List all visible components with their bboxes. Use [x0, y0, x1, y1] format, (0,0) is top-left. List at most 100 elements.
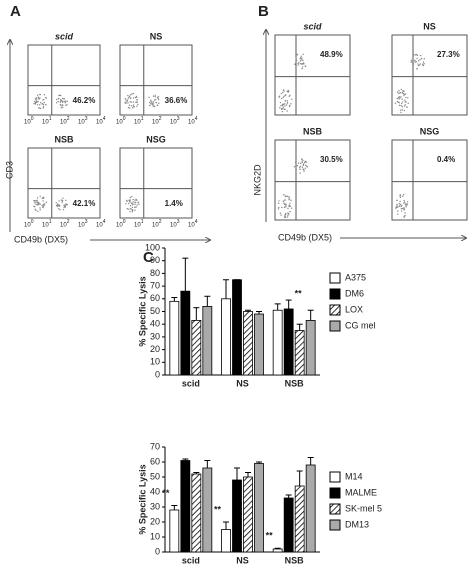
tick-exponent: 2 — [159, 219, 162, 225]
event-dot — [406, 201, 409, 203]
event-dot — [134, 209, 136, 211]
event-dot — [131, 206, 134, 209]
event-dot — [288, 105, 291, 108]
bar — [232, 479, 242, 553]
event-dot — [129, 210, 131, 213]
event-dot — [42, 206, 44, 208]
event-dot — [284, 199, 286, 202]
tick-label: 102 — [152, 116, 162, 125]
event-dot — [279, 101, 282, 104]
bar — [221, 529, 231, 553]
event-dot — [283, 95, 285, 98]
annotation: ** — [162, 488, 170, 498]
event-dot — [281, 206, 283, 209]
event-dot — [282, 200, 285, 202]
event-dot — [405, 203, 407, 205]
event-dot — [299, 60, 302, 62]
event-dot — [157, 98, 160, 101]
event-dot — [401, 109, 404, 111]
event-dot — [290, 207, 293, 209]
bar — [254, 463, 264, 553]
event-dot — [43, 101, 45, 104]
event-dot — [303, 169, 305, 171]
event-dot — [60, 98, 62, 101]
event-dot — [404, 99, 406, 101]
legend-swatch — [329, 471, 341, 483]
event-dot — [39, 97, 41, 99]
event-dot — [301, 58, 303, 60]
tick-label: 100 — [116, 116, 126, 125]
event-dot — [134, 203, 136, 206]
event-dot — [131, 107, 134, 109]
event-dot — [58, 208, 60, 210]
bar — [221, 298, 231, 376]
event-dot — [398, 92, 401, 94]
percent-label: 0.4% — [437, 155, 455, 164]
event-dot — [422, 61, 425, 63]
event-dot — [302, 59, 304, 62]
event-dot — [398, 96, 401, 98]
event-dot — [55, 102, 58, 104]
event-dot — [34, 201, 36, 203]
tick-exponent: 0 — [31, 116, 34, 122]
legend-label: DM13 — [345, 519, 369, 529]
event-dot — [43, 94, 46, 96]
event-dot — [150, 100, 152, 103]
y-axis-label: % Specific Lysis — [137, 276, 147, 346]
event-dot — [131, 202, 133, 204]
event-dot — [420, 57, 423, 60]
tick-exponent: 1 — [141, 219, 144, 225]
tick-exponent: 2 — [159, 116, 162, 122]
event-dot — [301, 67, 303, 70]
x-axis-label: CD49b (DX5) — [14, 234, 68, 244]
bar — [283, 308, 294, 376]
event-dot — [129, 107, 131, 109]
event-dot — [34, 199, 36, 202]
event-dot — [132, 92, 135, 95]
event-dot — [58, 205, 61, 207]
y-tick-label: 70 — [150, 280, 160, 290]
event-dot — [290, 199, 292, 202]
event-dot — [280, 97, 283, 100]
event-dot — [131, 211, 134, 213]
plot-title: NSG — [146, 134, 166, 144]
event-dot — [423, 58, 425, 60]
tick-exponent: 4 — [195, 219, 198, 225]
percent-label: 27.3% — [437, 50, 460, 59]
event-dot — [156, 104, 159, 107]
event-dot — [129, 208, 132, 210]
event-dot — [41, 103, 43, 105]
event-dot — [58, 200, 60, 202]
event-dot — [289, 202, 291, 204]
event-dot — [399, 195, 401, 197]
event-dot — [42, 200, 44, 202]
event-dot — [412, 63, 415, 65]
event-dot — [61, 106, 64, 109]
event-dot — [132, 201, 134, 203]
event-dot — [413, 54, 415, 56]
y-tick-label: 10 — [150, 531, 160, 541]
event-dot — [62, 208, 65, 211]
event-dot — [41, 197, 43, 199]
event-dot — [135, 206, 137, 208]
event-dot — [399, 203, 402, 206]
event-dot — [63, 98, 66, 100]
tick-label: 100 — [116, 219, 126, 228]
percent-label: 30.5% — [320, 155, 343, 164]
event-dot — [301, 166, 304, 168]
tick-exponent: 3 — [85, 219, 88, 225]
tick-exponent: 0 — [123, 219, 126, 225]
event-dot — [286, 104, 288, 106]
event-dot — [297, 64, 299, 66]
event-dot — [284, 105, 286, 107]
event-dot — [61, 201, 63, 203]
event-dot — [284, 195, 286, 197]
tick-label: 103 — [170, 116, 180, 125]
bar — [232, 279, 242, 376]
event-dot — [133, 106, 135, 108]
event-dot — [284, 100, 287, 102]
event-dot — [36, 94, 39, 96]
event-dot — [66, 100, 68, 103]
event-dot — [129, 199, 131, 201]
event-dot — [59, 100, 62, 102]
